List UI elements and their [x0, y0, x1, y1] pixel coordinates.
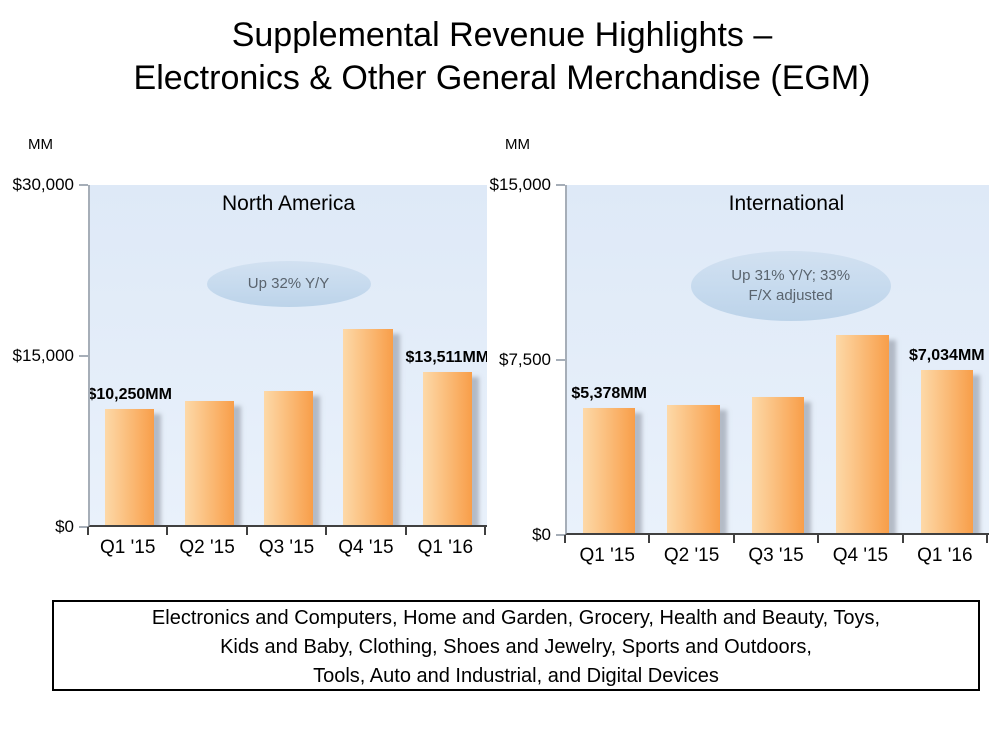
category-list-line3: Tools, Auto and Industrial, and Digital …	[313, 665, 719, 687]
bar-value-label: $13,511MM	[405, 348, 487, 366]
y-axis: $30,000 $15,000 $0	[8, 175, 88, 536]
bar	[920, 369, 973, 533]
bar-slot	[820, 185, 904, 533]
x-axis-label: Q3 '15	[748, 545, 804, 566]
x-tick-mark	[404, 527, 407, 535]
y-axis-label: $7,500	[499, 350, 551, 369]
y-axis-label: $15,000	[489, 175, 551, 194]
x-tick-mark	[564, 535, 566, 543]
y-axis-label: $0	[55, 517, 74, 536]
plot-area: International Up 31% Y/Y; 33% F/X adjuste…	[565, 185, 989, 535]
x-axis-labels: Q1 '15 Q2 '15 Q3 '15 Q4 '15 Q1 '16	[88, 537, 485, 559]
category-list-line2: Kids and Baby, Clothing, Shoes and Jewel…	[220, 636, 812, 658]
category-list-line1: Electronics and Computers, Home and Gard…	[151, 607, 881, 629]
bar-slot	[90, 185, 169, 525]
category-list-box: Electronics and Computers, Home and Gard…	[52, 600, 980, 691]
y-tick-mark	[556, 534, 565, 536]
x-tick-mark	[166, 527, 169, 535]
y-tick-mark	[79, 526, 88, 528]
bar	[263, 391, 314, 525]
bar-value-label: $5,378MM	[571, 385, 647, 403]
bar	[667, 405, 720, 533]
x-tick-mark	[648, 535, 651, 543]
x-axis-label: Q4 '15	[338, 537, 394, 558]
x-axis-label: Q1 '16	[917, 545, 973, 566]
y-tick-mark	[79, 355, 88, 357]
page-title-line2: Electronics & Other General Merchandise …	[133, 59, 871, 97]
bar-slot	[567, 185, 651, 533]
bar	[105, 408, 155, 525]
x-tick-mark	[245, 527, 248, 535]
bars-group	[567, 185, 989, 533]
callout-ellipse: Up 32% Y/Y	[206, 260, 371, 307]
y-tick-mark	[556, 359, 565, 361]
y-axis-label: $30,000	[12, 175, 74, 194]
x-tick-mark	[732, 535, 735, 543]
x-tick-mark	[87, 527, 89, 535]
bar	[422, 371, 472, 525]
bar-slot	[736, 185, 820, 533]
x-axis-ticks	[564, 535, 988, 544]
callout-line1: Up 32% Y/Y	[247, 274, 330, 292]
page-title: Supplemental Revenue Highlights – Electr…	[0, 14, 1004, 100]
bar	[583, 408, 636, 533]
callout-line1: Up 31% Y/Y; 33%	[731, 266, 851, 284]
x-tick-mark	[901, 535, 904, 543]
bar	[343, 328, 393, 525]
y-axis-label: $0	[532, 525, 551, 544]
bar-slot	[249, 185, 328, 525]
y-axis: $15,000 $7,500 $0	[485, 175, 565, 544]
y-tick-mark	[79, 184, 88, 186]
bar	[836, 335, 889, 533]
x-axis-label: Q1 '15	[579, 545, 635, 566]
x-axis-label: Q3 '15	[258, 537, 315, 558]
y-tick-mark	[556, 184, 565, 186]
chart-title: International	[728, 192, 845, 215]
x-axis-label: Q4 '15	[832, 545, 889, 566]
bar	[751, 397, 805, 533]
plot-area: North America Up 32% Y/Y $10,250MM $13,51…	[88, 185, 487, 527]
page-title-line1: Supplemental Revenue Highlights –	[231, 16, 773, 54]
x-axis-labels: Q1 '15 Q2 '15 Q3 '15 Q4 '15 Q1 '16	[565, 545, 987, 567]
callout-ellipse: Up 31% Y/Y; 33% F/X adjusted	[690, 250, 891, 321]
bar-slot	[651, 185, 735, 533]
chart-title: North America	[221, 192, 356, 215]
units-label: MM	[28, 136, 53, 153]
bar-slot	[408, 185, 487, 525]
bar-value-label: $7,034MM	[909, 346, 985, 364]
x-axis-label: Q1 '16	[417, 537, 474, 558]
bars-group	[90, 185, 487, 525]
x-axis-label: Q2 '15	[663, 545, 720, 566]
callout-line2: F/X adjusted	[748, 286, 833, 304]
bar-value-label: $10,250MM	[88, 385, 172, 403]
x-tick-mark	[817, 535, 820, 543]
y-axis-label: $15,000	[12, 346, 74, 365]
bar	[184, 401, 234, 525]
bar-slot	[328, 185, 407, 525]
x-tick-mark	[484, 527, 486, 535]
units-label: MM	[505, 136, 530, 153]
x-tick-mark	[986, 535, 988, 543]
bar-slot	[169, 185, 248, 525]
x-tick-mark	[325, 527, 328, 535]
bar-slot	[905, 185, 989, 533]
x-axis-label: Q1 '15	[100, 537, 156, 558]
x-axis-ticks	[87, 527, 486, 536]
x-axis-label: Q2 '15	[179, 537, 235, 558]
